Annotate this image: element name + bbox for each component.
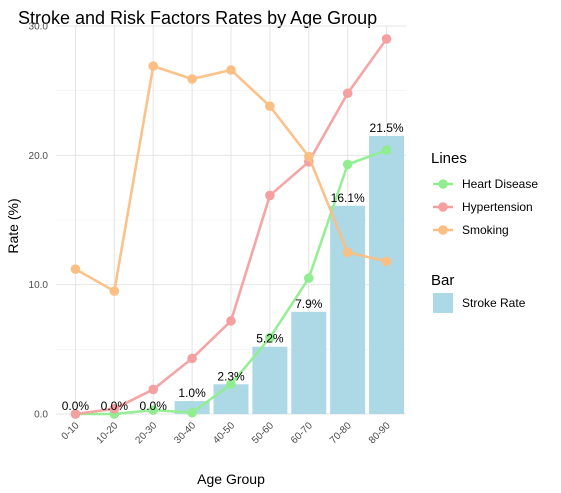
legend-lines-title: Lines [431,150,467,167]
legend-swatch-stroke-rate [433,293,453,313]
legend-bar-title: Bar [431,272,454,289]
y-tick-label: 20.0 [29,151,49,162]
point-smoking [187,74,197,84]
point-heart-disease [342,159,353,170]
legend-label-hypertension: Hypertension [462,200,533,214]
point-smoking [303,151,314,162]
data-labels: 0.0% 0.0% 0.0% 1.0% 2.3% 5.2% 7.9% 16.1% 21.5% [62,121,404,413]
legend-label-smoking: Smoking [462,223,509,237]
legend-point-smoking [438,225,448,235]
point-smoking [109,286,120,296]
x-tick-label: 70-80 [328,420,354,446]
bar-data-label: 16.1% [331,191,365,205]
point-hypertension [381,34,392,44]
point-heart-disease [265,332,275,343]
x-tick-label: 20-30 [133,420,159,446]
point-heart-disease [187,407,197,418]
point-hypertension [265,190,275,201]
point-smoking [265,101,275,111]
point-hypertension [342,88,353,99]
bar-stroke-rate [330,205,366,414]
x-tick-label: 30-40 [172,420,198,446]
point-smoking [148,61,159,71]
legend-point-hypertension [438,202,448,212]
point-hypertension [226,316,236,326]
point-hypertension [70,409,81,419]
x-tick-label: 10-20 [95,420,121,446]
legend-label-heart-disease: Heart Disease [462,177,538,191]
bar-stroke-rate [369,135,405,414]
x-tick-label: 50-60 [250,420,276,446]
bar-stroke-rate [291,311,327,414]
point-smoking [70,264,81,274]
point-smoking [381,256,392,267]
point-heart-disease [303,273,314,284]
bar-data-label: 0.0% [140,399,168,413]
bar-data-label: 0.0% [62,399,90,413]
y-axis-title: Rate (%) [5,198,21,253]
point-heart-disease [226,379,236,390]
bars [174,135,405,414]
y-tick-label: 10.0 [29,280,49,291]
y-tick-label: 30.0 [29,22,49,33]
point-smoking [226,65,236,75]
bar-data-label: 5.2% [256,332,284,346]
point-hypertension [148,384,159,395]
legend-label-stroke-rate: Stroke Rate [462,296,526,310]
y-tick-label: 0.0 [34,410,48,421]
x-tick-label: 0-10 [60,420,82,442]
point-hypertension [187,353,197,364]
legend: Lines Bar Heart Disease Hypertension Smoki… [431,150,538,313]
point-hypertension [109,404,120,414]
x-axis-title: Age Group [197,471,265,487]
x-tick-label: 40-50 [211,420,237,446]
bar-data-label: 7.9% [295,297,323,311]
point-heart-disease [148,405,159,415]
bar-stroke-rate [174,401,210,414]
bar-data-label: 2.3% [217,369,245,383]
point-smoking [342,247,353,258]
x-tick-label: 80-90 [367,420,393,446]
legend-point-heart-disease [438,179,448,189]
lines [70,34,392,419]
bar-stroke-rate [252,346,288,414]
bar-data-label: 21.5% [370,121,404,135]
bar-stroke-rate [213,384,249,414]
bar-data-label: 1.0% [178,386,206,400]
bar-data-label: 0.0% [101,399,129,413]
x-tick-label: 60-70 [289,420,315,446]
point-heart-disease [381,145,392,155]
chart-title: Stroke and Risk Factors Rates by Age Gro… [18,8,377,28]
